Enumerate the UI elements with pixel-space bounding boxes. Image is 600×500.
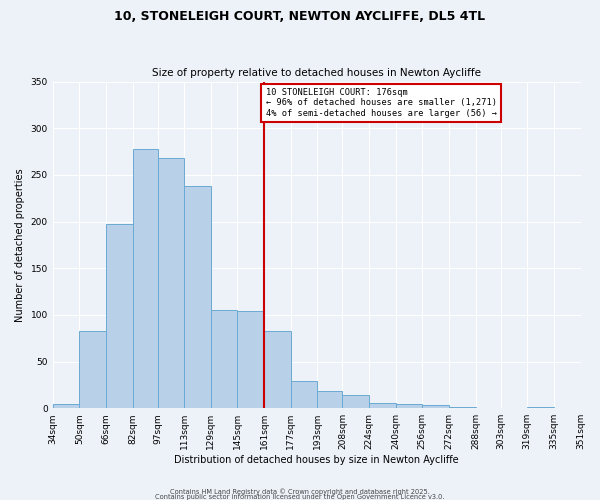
Y-axis label: Number of detached properties: Number of detached properties [15,168,25,322]
Bar [106,224,133,408]
Bar [264,330,291,408]
Text: 10 STONELEIGH COURT: 176sqm
← 96% of detached houses are smaller (1,271)
4% of s: 10 STONELEIGH COURT: 176sqm ← 96% of det… [266,88,497,118]
X-axis label: Distribution of detached houses by size in Newton Aycliffe: Distribution of detached houses by size … [174,455,459,465]
Bar [291,381,317,408]
Bar [79,330,106,408]
Text: Contains HM Land Registry data © Crown copyright and database right 2025.: Contains HM Land Registry data © Crown c… [170,488,430,495]
Bar [317,392,343,408]
Bar [158,158,184,408]
Bar [53,404,79,408]
Text: Contains public sector information licensed under the Open Government Licence v3: Contains public sector information licen… [155,494,445,500]
Bar [369,402,395,408]
Bar [133,149,158,408]
Bar [211,310,238,408]
Bar [395,404,422,408]
Title: Size of property relative to detached houses in Newton Aycliffe: Size of property relative to detached ho… [152,68,481,78]
Bar [422,406,449,408]
Bar [581,406,600,408]
Bar [184,186,211,408]
Bar [343,395,369,408]
Bar [238,311,264,408]
Text: 10, STONELEIGH COURT, NEWTON AYCLIFFE, DL5 4TL: 10, STONELEIGH COURT, NEWTON AYCLIFFE, D… [115,10,485,23]
